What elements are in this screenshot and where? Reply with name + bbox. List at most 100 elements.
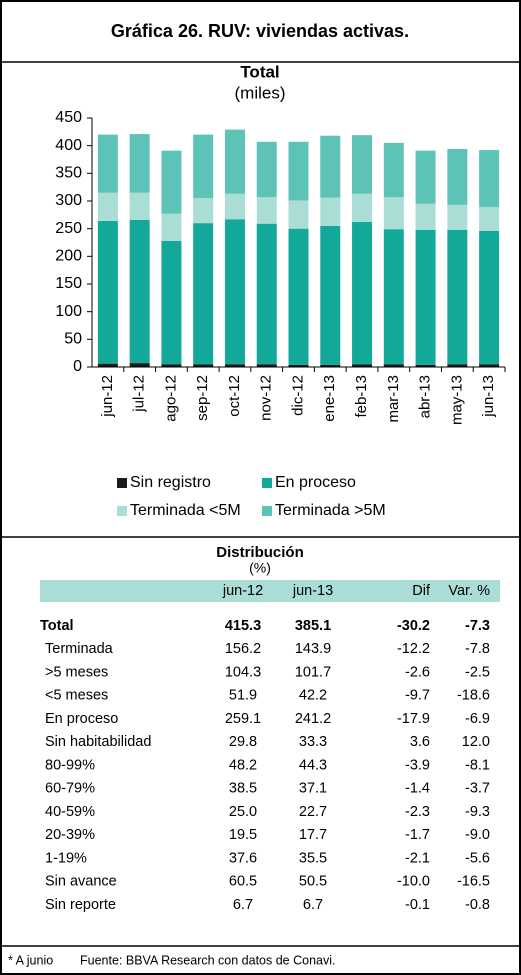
table-header-bg: [40, 580, 500, 602]
bar-segment: [129, 192, 150, 220]
bar-segment: [256, 141, 277, 198]
bar-segment: [320, 364, 341, 367]
table-cell: Total: [40, 618, 74, 634]
bar-segment: [352, 135, 373, 194]
bar-segment: [256, 197, 277, 224]
y-tick-label: 250: [55, 220, 82, 237]
x-tick-label: ago-12: [162, 375, 179, 422]
table-cell: Sin reporte: [45, 897, 116, 913]
table-cell: 37.6: [229, 850, 257, 866]
table-cell: <5 meses: [45, 688, 108, 704]
table-cell: -30.2: [397, 618, 430, 634]
bar-segment: [415, 203, 436, 230]
bar-segment: [320, 135, 341, 198]
table-header: Dif: [412, 583, 431, 599]
table-cell: -17.9: [397, 711, 430, 727]
table-cell: 48.2: [229, 757, 257, 773]
table-cell: 1-19%: [45, 850, 87, 866]
bar-segment: [447, 364, 468, 367]
bar-segment: [224, 219, 245, 365]
x-tick-label: jul-12: [131, 375, 148, 413]
y-tick-label: 50: [64, 331, 82, 348]
y-tick-label: 200: [55, 248, 82, 265]
table-cell: 50.5: [299, 874, 327, 890]
bar-segment: [479, 207, 500, 231]
table-cell: 33.3: [299, 734, 327, 750]
table-cell: -10.0: [397, 874, 430, 890]
bar-segment: [224, 193, 245, 220]
bar-segment: [415, 229, 436, 365]
table-cell: 143.9: [295, 641, 331, 657]
legend-label: Terminada <5M: [130, 502, 241, 519]
bar-segment: [383, 142, 404, 198]
table-header: jun-12: [222, 583, 263, 599]
x-tick-label: nov-12: [258, 375, 275, 421]
table-cell: 101.7: [295, 664, 331, 680]
bar-segment: [415, 150, 436, 204]
bar-segment: [288, 228, 309, 365]
table-cell: 259.1: [225, 711, 261, 727]
bar-segment: [193, 198, 214, 224]
bar-segment: [288, 141, 309, 201]
table-cell: -18.6: [457, 688, 490, 704]
table-cell: 19.5: [229, 827, 257, 843]
x-tick-label: dic-12: [289, 375, 306, 416]
table-title: Distribución: [216, 544, 304, 561]
bar-segment: [383, 364, 404, 367]
bar-segment: [256, 364, 277, 367]
table-cell: Terminada: [45, 641, 114, 657]
y-tick-label: 450: [55, 109, 82, 126]
bar-segment: [129, 219, 150, 364]
table-cell: -7.3: [465, 618, 490, 634]
table-cell: -9.0: [465, 827, 490, 843]
table-cell: 104.3: [225, 664, 261, 680]
bar-segment: [97, 192, 118, 221]
table-cell: -3.9: [405, 757, 430, 773]
table-cell: -16.5: [457, 874, 490, 890]
legend-swatch: [117, 478, 127, 488]
table-cell: -5.6: [465, 850, 490, 866]
legend-label: Sin registro: [130, 474, 211, 491]
legend-swatch: [117, 506, 127, 516]
x-tick-label: jun-13: [480, 375, 497, 418]
table-cell: 40-59%: [45, 804, 95, 820]
bar-segment: [447, 148, 468, 205]
table-cell: Sin habitabilidad: [45, 734, 151, 750]
table-cell: 415.3: [225, 618, 261, 634]
bar-segment: [161, 240, 182, 365]
table-cell: -2.3: [405, 804, 430, 820]
bar-segment: [129, 134, 150, 193]
table-cell: 241.2: [295, 711, 331, 727]
table-cell: -9.3: [465, 804, 490, 820]
bar-segment: [224, 364, 245, 367]
bar-segment: [352, 222, 373, 365]
footnote: * A junio: [8, 953, 53, 967]
bar-segment: [161, 364, 182, 367]
bar-segment: [447, 229, 468, 365]
bar-segment: [97, 220, 118, 364]
page-title: Gráfica 26. RUV: viviendas activas.: [111, 21, 409, 41]
bar-segment: [383, 229, 404, 365]
table-cell: 38.5: [229, 781, 257, 797]
table-cell: Sin avance: [45, 874, 117, 890]
table-cell: 25.0: [229, 804, 257, 820]
table-cell: -2.1: [405, 850, 430, 866]
y-tick-label: 400: [55, 137, 82, 154]
bar-segment: [447, 204, 468, 230]
table-cell: -0.8: [465, 897, 490, 913]
table-cell: 80-99%: [45, 757, 95, 773]
bar-segment: [193, 134, 214, 199]
legend-swatch: [262, 506, 272, 516]
bar-segment: [479, 230, 500, 365]
table-cell: 20-39%: [45, 827, 95, 843]
bar-segment: [415, 364, 436, 367]
x-tick-label: ene-13: [321, 375, 338, 422]
table-header: jun-13: [292, 583, 333, 599]
legend-swatch: [262, 478, 272, 488]
table-cell: -12.2: [397, 641, 430, 657]
table-cell: -6.9: [465, 711, 490, 727]
y-tick-label: 0: [73, 358, 82, 375]
table-cell: -2.6: [405, 664, 430, 680]
table-cell: -8.1: [465, 757, 490, 773]
